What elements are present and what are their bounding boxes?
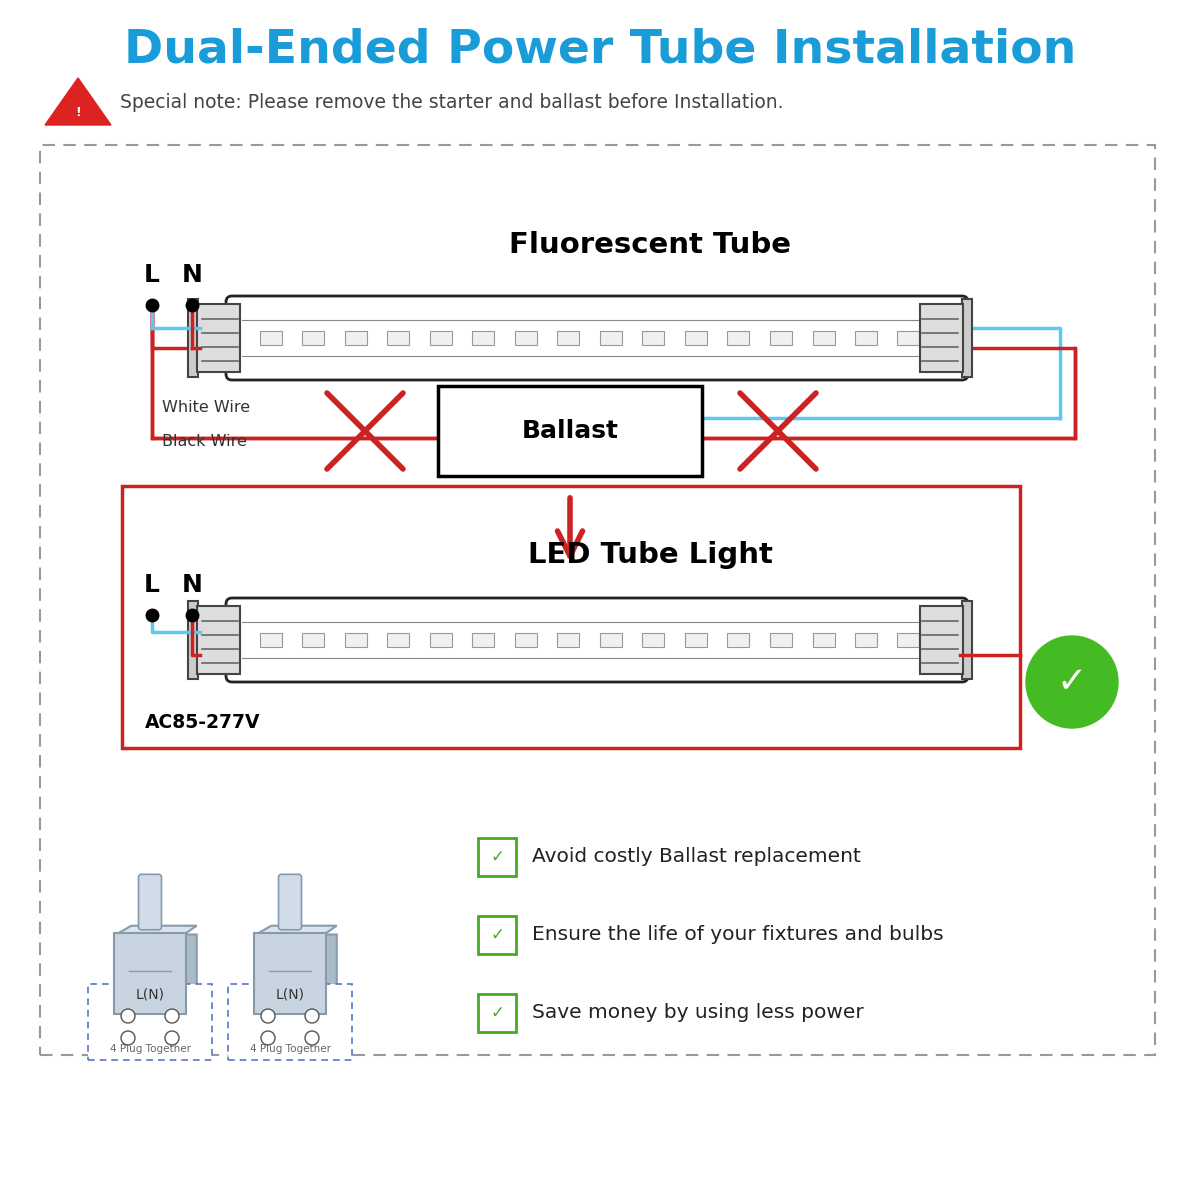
Text: Black Wire: Black Wire — [162, 434, 247, 450]
Polygon shape — [116, 925, 197, 935]
Text: Special note: Please remove the starter and ballast before Installation.: Special note: Please remove the starter … — [120, 92, 784, 112]
Text: ✓: ✓ — [490, 1004, 504, 1022]
Polygon shape — [324, 935, 337, 1012]
Bar — [685, 634, 707, 647]
FancyBboxPatch shape — [197, 305, 240, 372]
Bar — [260, 634, 282, 647]
Bar — [473, 634, 494, 647]
Text: Dual-Ended Power Tube Installation: Dual-Ended Power Tube Installation — [124, 28, 1076, 72]
Bar — [558, 331, 580, 346]
Text: ✓: ✓ — [490, 848, 504, 866]
Polygon shape — [46, 78, 112, 125]
Bar — [558, 634, 580, 647]
Text: L: L — [144, 263, 160, 287]
FancyBboxPatch shape — [962, 299, 972, 377]
FancyBboxPatch shape — [197, 606, 240, 673]
Bar — [898, 331, 919, 346]
Bar — [642, 634, 665, 647]
Circle shape — [166, 1009, 179, 1022]
Circle shape — [262, 1009, 275, 1022]
Text: !: ! — [76, 106, 80, 119]
Text: Avoid costly Ballast replacement: Avoid costly Ballast replacement — [532, 847, 860, 866]
Text: 4 Plug Together: 4 Plug Together — [250, 1044, 330, 1054]
Circle shape — [121, 1009, 134, 1022]
Circle shape — [166, 1031, 179, 1045]
FancyBboxPatch shape — [40, 145, 1154, 1055]
Bar — [898, 634, 919, 647]
FancyBboxPatch shape — [962, 601, 972, 679]
Text: LED Tube Light: LED Tube Light — [528, 541, 773, 569]
FancyBboxPatch shape — [919, 606, 962, 673]
Bar — [260, 331, 282, 346]
FancyBboxPatch shape — [919, 305, 962, 372]
Bar — [302, 331, 324, 346]
Bar — [727, 331, 750, 346]
Polygon shape — [256, 925, 337, 935]
Text: N: N — [181, 263, 203, 287]
Text: 4 Plug Together: 4 Plug Together — [109, 1044, 191, 1054]
Circle shape — [305, 1009, 319, 1022]
Bar — [346, 634, 367, 647]
FancyBboxPatch shape — [478, 994, 516, 1032]
Bar — [388, 634, 409, 647]
Circle shape — [262, 1031, 275, 1045]
Bar — [854, 331, 877, 346]
Bar — [600, 634, 622, 647]
FancyBboxPatch shape — [438, 386, 702, 476]
Bar — [302, 634, 324, 647]
FancyBboxPatch shape — [114, 932, 186, 1014]
Bar — [812, 331, 834, 346]
FancyBboxPatch shape — [226, 296, 968, 380]
Text: L: L — [144, 572, 160, 596]
Bar — [770, 331, 792, 346]
FancyBboxPatch shape — [138, 875, 162, 930]
Bar — [812, 634, 834, 647]
FancyBboxPatch shape — [228, 984, 352, 1060]
Bar — [600, 331, 622, 346]
Bar — [642, 331, 665, 346]
FancyBboxPatch shape — [254, 932, 326, 1014]
Circle shape — [1026, 636, 1118, 728]
FancyBboxPatch shape — [278, 875, 301, 930]
FancyBboxPatch shape — [226, 598, 968, 682]
FancyBboxPatch shape — [478, 916, 516, 954]
Circle shape — [305, 1031, 319, 1045]
Text: Ballast: Ballast — [522, 419, 618, 443]
Bar — [727, 634, 750, 647]
Bar — [388, 331, 409, 346]
Bar — [473, 331, 494, 346]
Text: N: N — [181, 572, 203, 596]
Text: ✓: ✓ — [490, 926, 504, 944]
FancyBboxPatch shape — [478, 838, 516, 876]
FancyBboxPatch shape — [188, 601, 198, 679]
Text: Ensure the life of your fixtures and bulbs: Ensure the life of your fixtures and bul… — [532, 925, 943, 944]
Circle shape — [121, 1031, 134, 1045]
Bar — [515, 331, 538, 346]
Text: Save money by using less power: Save money by using less power — [532, 1003, 864, 1022]
Bar — [515, 634, 538, 647]
Text: Fluorescent Tube: Fluorescent Tube — [509, 230, 791, 259]
Text: White Wire: White Wire — [162, 401, 250, 415]
Bar — [770, 634, 792, 647]
Polygon shape — [184, 935, 197, 1012]
Bar — [346, 331, 367, 346]
FancyBboxPatch shape — [88, 984, 212, 1060]
Bar — [430, 634, 452, 647]
Text: AC85-277V: AC85-277V — [145, 713, 260, 732]
Bar — [854, 634, 877, 647]
FancyBboxPatch shape — [188, 299, 198, 377]
Bar — [430, 331, 452, 346]
Text: L(N): L(N) — [136, 986, 164, 1001]
Text: ✓: ✓ — [1057, 665, 1087, 698]
Bar — [685, 331, 707, 346]
Text: L(N): L(N) — [276, 986, 305, 1001]
